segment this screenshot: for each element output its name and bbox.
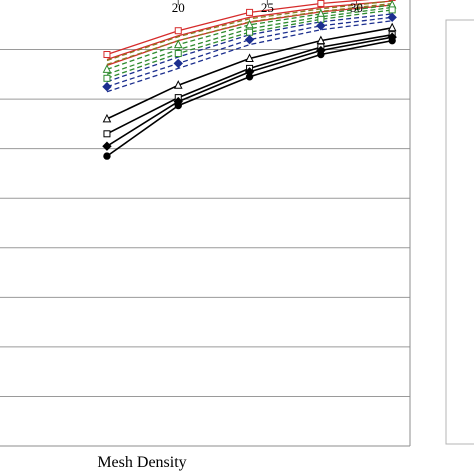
x-axis-title: Mesh Density (97, 454, 186, 471)
plot-frame (0, 0, 410, 446)
data-point (387, 12, 397, 23)
data-point (246, 28, 254, 36)
data-point (388, 36, 396, 45)
data-point (103, 152, 111, 160)
data-point (102, 113, 112, 123)
data-point (173, 39, 183, 49)
data-point (387, 22, 397, 32)
data-point (317, 0, 325, 7)
data-point (173, 58, 183, 69)
data-point (102, 64, 112, 73)
data-point (317, 50, 325, 59)
data-point (245, 73, 254, 81)
legend-panel (445, 19, 474, 445)
data-point (316, 21, 326, 31)
data-point (246, 8, 254, 16)
x-tick-label: 25 (261, 0, 274, 15)
data-point (174, 27, 182, 35)
data-point (245, 19, 254, 29)
data-point (102, 141, 112, 151)
data-point (174, 50, 182, 58)
series-line (106, 0, 393, 61)
data-point (103, 51, 111, 59)
plot-area (0, 0, 411, 447)
series-line (106, 0, 393, 62)
data-point (173, 80, 183, 89)
grid-lines (0, 49, 410, 397)
data-point (388, 6, 396, 14)
series-line (106, 13, 393, 83)
x-tick-labels: 20 25 30 (172, 0, 363, 15)
series-line (106, 4, 393, 71)
x-tick-label: 20 (172, 0, 185, 15)
series-markers (102, 0, 397, 160)
data-point (245, 53, 254, 62)
x-tick-label: 30 (350, 0, 363, 15)
series-line (106, 6, 393, 75)
data-point (103, 74, 111, 82)
data-point (174, 101, 182, 110)
data-point (102, 82, 112, 92)
series-line (106, 20, 393, 93)
data-point (103, 130, 111, 138)
data-point (244, 34, 255, 45)
series-line (106, 16, 393, 88)
series-line (106, 9, 393, 79)
